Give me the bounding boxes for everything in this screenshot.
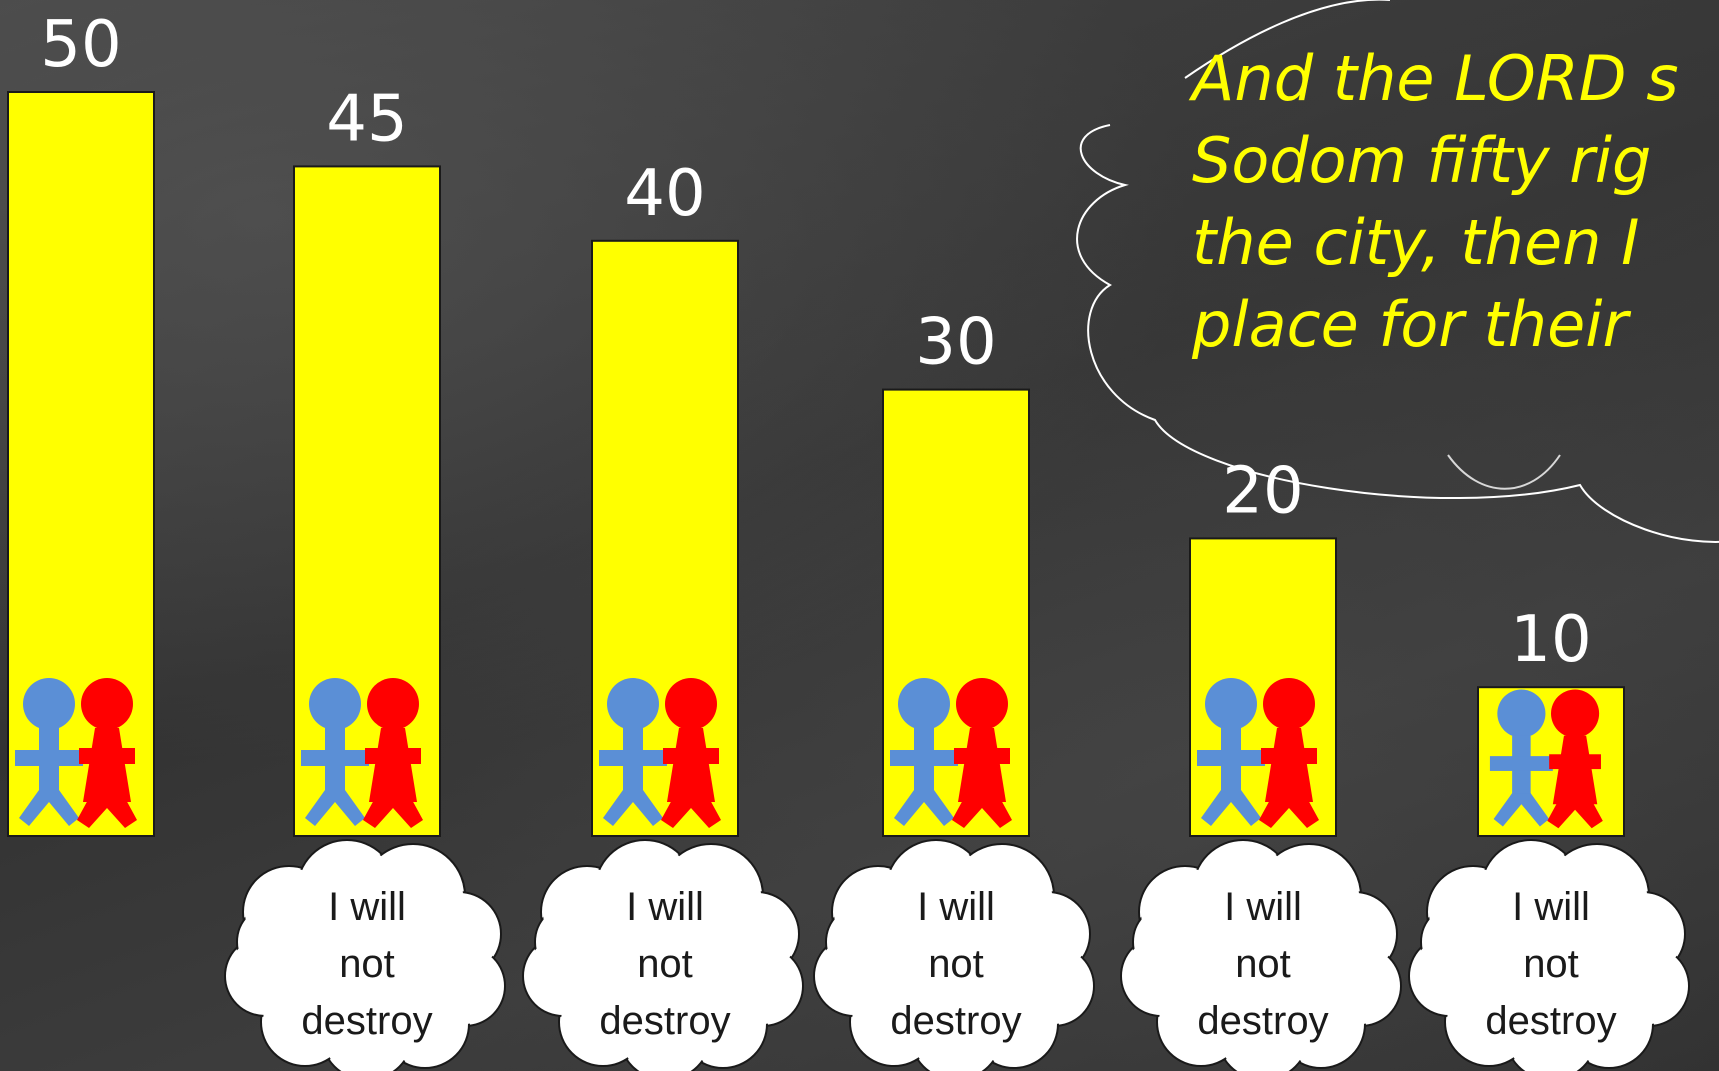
couple-figures xyxy=(1489,689,1603,829)
data-label-40: 40 xyxy=(624,157,705,231)
thought-bubble: I will not destroy xyxy=(813,839,1095,1071)
man-figure-icon xyxy=(599,678,667,826)
data-label-30: 30 xyxy=(915,306,996,380)
man-figure-icon xyxy=(1197,678,1265,826)
couple-figures xyxy=(1197,678,1319,828)
bubble-text-line: not xyxy=(339,942,395,986)
thought-bubble: I will not destroy xyxy=(1120,839,1402,1071)
data-label-50: 50 xyxy=(40,8,121,82)
couple-figures xyxy=(15,678,137,828)
woman-figure-icon xyxy=(952,678,1012,828)
bar-45 xyxy=(293,165,441,837)
data-label-20: 20 xyxy=(1222,454,1303,528)
man-figure-icon xyxy=(15,678,83,826)
bubble-text-line: I will xyxy=(328,885,406,929)
bar-50 xyxy=(7,91,155,837)
bubble-text-line: not xyxy=(1235,942,1291,986)
bubble-text-line: destroy xyxy=(599,999,730,1043)
woman-figure-icon xyxy=(77,678,137,828)
bubble-text-line: not xyxy=(928,942,984,986)
thought-bubble: I will not destroy xyxy=(1408,839,1690,1071)
man-figure-icon xyxy=(301,678,369,826)
woman-figure-icon xyxy=(661,678,721,828)
woman-figure-icon xyxy=(1259,678,1319,828)
bubble-text-line: not xyxy=(1523,942,1579,986)
quote-thought-cloud-icon xyxy=(1076,0,1719,543)
bubble-text-line: destroy xyxy=(890,999,1021,1043)
bubble-text-line: destroy xyxy=(301,999,432,1043)
bubble-text-line: I will xyxy=(1224,885,1302,929)
quote-text: And the LORD s Sodom fifty rig the city,… xyxy=(1192,42,1679,361)
man-figure-icon xyxy=(1489,689,1553,827)
woman-figure-icon xyxy=(1547,689,1603,829)
data-label-45: 45 xyxy=(326,82,407,156)
bubble-text-line: I will xyxy=(917,885,995,929)
bubble-text-line: I will xyxy=(1512,885,1590,929)
bubble-text-line: destroy xyxy=(1197,999,1328,1043)
couple-figures xyxy=(599,678,721,828)
thought-bubble: I will not destroy xyxy=(522,839,804,1071)
woman-figure-icon xyxy=(363,678,423,828)
bubble-text-line: not xyxy=(637,942,693,986)
man-figure-icon xyxy=(890,678,958,826)
data-label-10: 10 xyxy=(1510,603,1591,677)
couple-figures xyxy=(301,678,423,828)
couple-figures xyxy=(890,678,1012,828)
bar-40 xyxy=(591,239,739,838)
bubble-text-line: I will xyxy=(626,885,704,929)
thought-bubble: I will not destroy xyxy=(224,839,506,1071)
bubble-text-line: destroy xyxy=(1485,999,1616,1043)
bar-30 xyxy=(882,388,1030,837)
